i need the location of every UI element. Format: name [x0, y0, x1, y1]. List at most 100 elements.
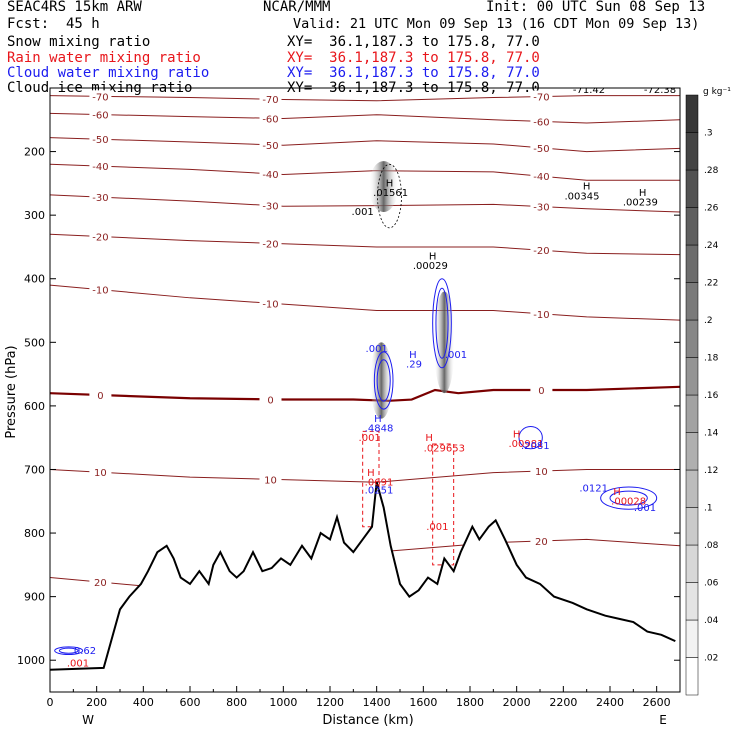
contour-annotation: -72.38 [644, 85, 676, 96]
x-tick-label: 1800 [456, 696, 484, 709]
colorbar-swatch [685, 207, 699, 246]
field-snow-label: Snow mixing ratio [7, 34, 151, 50]
cloud-water-contour [435, 287, 449, 359]
isotherm-label-bg [89, 576, 112, 589]
y-tick-label: 200 [24, 146, 45, 159]
colorbar-tick-label: .14 [704, 429, 719, 439]
init-time: Init: 00 UTC Sun 08 Sep 13 [486, 0, 706, 15]
x-end-label-west: W [82, 713, 94, 727]
isotherm-0 [50, 385, 680, 402]
isotherm--60 [50, 112, 680, 124]
contour-annotation: 0.62 [74, 646, 96, 657]
y-tick-label: 400 [24, 273, 45, 286]
isotherm-label-bg [259, 297, 282, 310]
isotherm-label-bg [89, 160, 112, 173]
contour-annotation: H [429, 252, 437, 263]
contour-annotation: H [513, 430, 521, 441]
isotherm-label: -20 [262, 239, 278, 250]
contour-annotation: .001 [67, 659, 89, 670]
isotherm-label: -60 [262, 114, 278, 125]
isotherm-label-bg [259, 93, 282, 106]
isotherm-label: 0 [267, 395, 273, 406]
colorbar-tick-label: .2 [704, 316, 713, 326]
colorbar-swatch [685, 544, 699, 583]
field-cloudwater-xy: XY= 36.1,187.3 to 175.8, 77.0 [287, 65, 540, 81]
contour-annotation: H [374, 414, 382, 425]
isotherm-label: -40 [533, 172, 549, 183]
colorbar-swatch [685, 582, 699, 621]
x-tick-label: 2000 [503, 696, 531, 709]
colorbar-swatch [685, 657, 699, 696]
colorbar-swatch [685, 619, 699, 658]
isotherm-label-bg [259, 138, 282, 151]
contour-annotation: .0251 [365, 486, 394, 497]
y-tick-label: 600 [24, 400, 45, 413]
isotherm-label: 20 [535, 537, 548, 548]
isotherm-label-bg [89, 90, 112, 103]
fcst-label: Fcst: [7, 16, 50, 32]
colorbar-tick-label: .22 [704, 279, 718, 289]
terrain-fill [50, 482, 680, 692]
isotherm-label: -50 [262, 141, 278, 152]
contour-annotation: .001 [359, 433, 381, 444]
colorbar-tick-label: .02 [704, 654, 718, 664]
isotherm-label: 0 [538, 386, 544, 397]
isotherm--10 [50, 284, 680, 321]
isotherm-label: -70 [262, 95, 278, 106]
field-rain-xy: XY= 36.1,187.3 to 175.8, 77.0 [287, 50, 540, 66]
valid-time: Valid: 21 UTC Mon 09 Sep 13 (16 CDT Mon … [293, 16, 700, 32]
cloud-water-contour [600, 486, 658, 510]
isotherm-label-bg [530, 115, 553, 128]
contour-annotation: H [639, 188, 647, 199]
colorbar-swatch [685, 432, 699, 471]
isotherm-label-bg [530, 200, 553, 213]
contour-annotation: .00028 [611, 496, 646, 507]
model-name: SEAC4RS 15km ARW [7, 0, 142, 15]
plot-frame [49, 87, 681, 693]
y-tick-label: 800 [24, 527, 45, 540]
x-axis-label: Distance (km) [322, 713, 413, 728]
isotherm-label-bg [89, 283, 112, 296]
cloud-water-contour [609, 490, 648, 506]
colorbar-tick-label: .08 [704, 541, 719, 551]
x-tick-label: 600 [180, 696, 201, 709]
colorbar-tick-label: .3 [704, 129, 713, 139]
colorbar-swatch [685, 319, 699, 358]
colorbar-tick-label: .18 [704, 354, 719, 364]
isotherm-label: -50 [92, 135, 108, 146]
isotherm-label: -10 [92, 286, 108, 297]
snow-contour [377, 163, 402, 229]
contour-annotation: .00239 [623, 198, 658, 209]
isotherm--70 [50, 95, 680, 102]
isotherm-label-bg [259, 112, 282, 125]
isotherm-label-bg [530, 244, 553, 257]
x-tick-label: 800 [226, 696, 247, 709]
contour-annotation: .001 [366, 344, 388, 355]
isotherm-label: -40 [262, 170, 278, 181]
isotherm-label-bg [530, 534, 553, 547]
isotherm-label-bg [530, 465, 553, 478]
contour-annotation: .001 [426, 522, 448, 533]
contour-annotation: .4848 [365, 423, 394, 434]
contour-annotation: H [613, 487, 621, 498]
contour-annotation: H [409, 350, 417, 361]
x-tick-label: 1600 [409, 696, 437, 709]
contour-annotation: .0691 [365, 477, 394, 488]
colorbar-swatch [685, 282, 699, 321]
x-end-label-east: E [659, 713, 667, 727]
colorbar-swatch [685, 507, 699, 546]
isotherm-label-bg [259, 237, 282, 250]
contour-annotation: H [386, 179, 394, 190]
cloud-water-contour [373, 351, 394, 410]
x-tick-label: 2400 [596, 696, 624, 709]
isotherm-label-bg [89, 191, 112, 204]
colorbar-swatch [685, 169, 699, 208]
cloud-water-contour [376, 359, 391, 402]
contour-annotation: H [367, 468, 375, 479]
isotherm-label: -20 [533, 246, 549, 257]
isotherm-label-bg [259, 199, 282, 212]
isotherm-label-bg [89, 133, 112, 146]
x-tick-label: 1400 [363, 696, 391, 709]
hydrometeor-shading [433, 291, 455, 394]
